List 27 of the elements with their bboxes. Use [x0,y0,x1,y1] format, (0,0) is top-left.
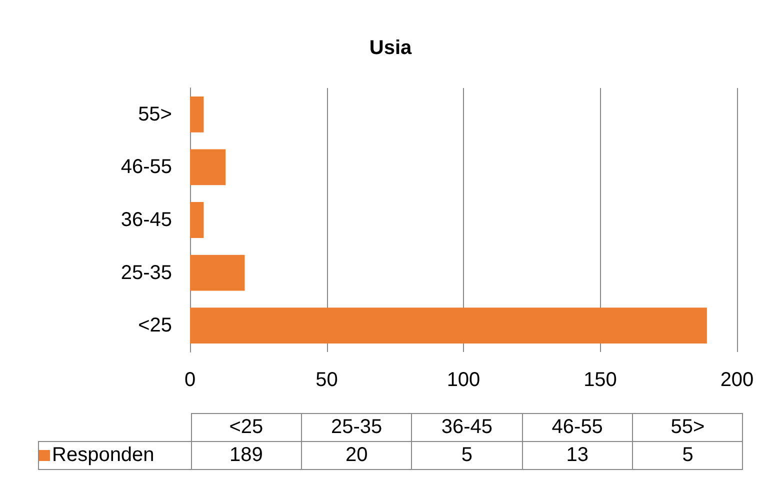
bar [190,149,226,186]
category-label: <25 [191,414,302,442]
category-label: 46-55 [522,414,633,442]
x-tick-label: 150 [584,369,617,391]
data-label: 5 [412,442,522,470]
bar [190,202,204,238]
bar [190,96,204,132]
chart-title: Usia [369,37,412,59]
data-label: 5 [632,442,743,470]
data-label: 13 [522,442,633,470]
y-tick-label: 46-55 [120,156,172,178]
category-label: 36-45 [412,414,522,442]
data-label: 189 [191,442,302,470]
y-tick-label: 55> [138,103,172,126]
category-label: 55> [632,414,743,442]
x-tick-label: 0 [184,369,196,391]
legend-label: Responden [52,444,154,466]
x-tick-label: 50 [316,369,338,391]
y-tick-label: 25-35 [120,262,172,284]
bar [190,308,707,344]
category-label: 25-35 [301,414,412,442]
y-tick-label: <25 [138,314,172,337]
y-tick-label: 36-45 [120,209,172,231]
data-label: 20 [301,442,412,470]
x-tick-label: 200 [720,369,754,391]
x-tick-label: 100 [446,369,480,391]
bar [190,254,245,291]
